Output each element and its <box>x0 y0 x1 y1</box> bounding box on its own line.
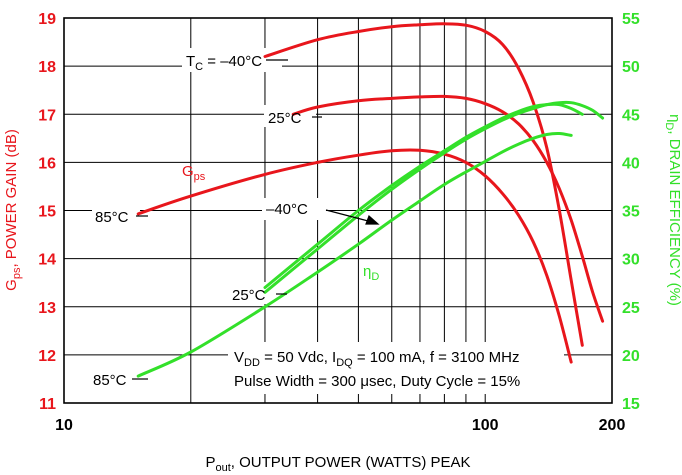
x-tick-label: 200 <box>599 417 626 434</box>
gain-curve <box>263 22 584 347</box>
y-right-tick-label: 45 <box>622 107 640 124</box>
x-tick-label: 100 <box>472 417 499 434</box>
y-left-tick-label: 12 <box>38 348 56 365</box>
y-left-tick-label: 18 <box>38 59 56 76</box>
gps-label: Gps <box>182 163 206 183</box>
eta-d-label: ηD <box>363 263 379 283</box>
y-right-tick-label: 30 <box>622 252 640 269</box>
label-background <box>182 48 282 72</box>
efficiency-curve <box>136 131 573 378</box>
y-left-tick-label: 13 <box>38 300 56 317</box>
plot-frame <box>63 17 613 404</box>
x-tick-label: 10 <box>55 417 73 434</box>
annotation-lines <box>132 59 380 380</box>
y-right-tick-label: 25 <box>622 300 640 317</box>
grid <box>63 17 613 404</box>
series-group <box>136 22 605 378</box>
y-left-tick-label: 15 <box>38 204 56 221</box>
gain-curve <box>291 94 605 323</box>
y-left-axis-title: Gps, POWER GAIN (dB) <box>3 129 23 291</box>
y-right-tick-label: 40 <box>622 155 640 172</box>
tc-gain-label: TC = –40°C <box>186 53 262 73</box>
y-right-tick-label: 35 <box>622 204 640 221</box>
label-background <box>88 367 136 389</box>
tick-labels: 10 100 200 11 12 13 14 15 16 17 18 19 15 20 25 30 35 40 45… <box>38 11 640 434</box>
eff-m40-arrow <box>325 209 373 223</box>
y-right-tick-label: 20 <box>622 348 640 365</box>
y-left-tick-label: 11 <box>39 396 56 413</box>
y-left-tick-label: 17 <box>38 107 56 124</box>
efficiency-curve <box>263 102 584 289</box>
y-right-axis-title: ηD, DRAIN EFFICIENCY (%) <box>663 114 682 306</box>
eff-25-label: 25°C <box>232 287 266 304</box>
conditions-line-1: VDD = 50 Vdc, IDQ = 100 mA, f = 3100 MHz <box>234 349 519 369</box>
label-background <box>262 198 326 220</box>
y-left-tick-label: 16 <box>38 155 56 172</box>
gain-25-label: 25°C <box>268 110 302 127</box>
eff-85-label: 85°C <box>93 372 127 389</box>
conditions-line-2: Pulse Width = 300 μsec, Duty Cycle = 15% <box>234 373 520 390</box>
gain-curve <box>136 148 573 364</box>
y-left-tick-label: 14 <box>38 252 56 269</box>
efficiency-curve <box>263 100 605 294</box>
x-axis-title: Pout, OUTPUT POWER (WATTS) PEAK <box>205 454 470 474</box>
conditions-background <box>228 342 564 394</box>
y-right-tick-label: 55 <box>622 11 640 28</box>
y-right-tick-label: 15 <box>622 396 640 413</box>
y-left-tick-label: 19 <box>38 11 56 28</box>
y-right-tick-label: 50 <box>622 59 640 76</box>
label-background <box>92 204 140 226</box>
eff-m40-arrowhead <box>365 214 380 225</box>
eff-m40-label: –40°C <box>266 201 308 218</box>
gain-85-label: 85°C <box>95 209 129 226</box>
